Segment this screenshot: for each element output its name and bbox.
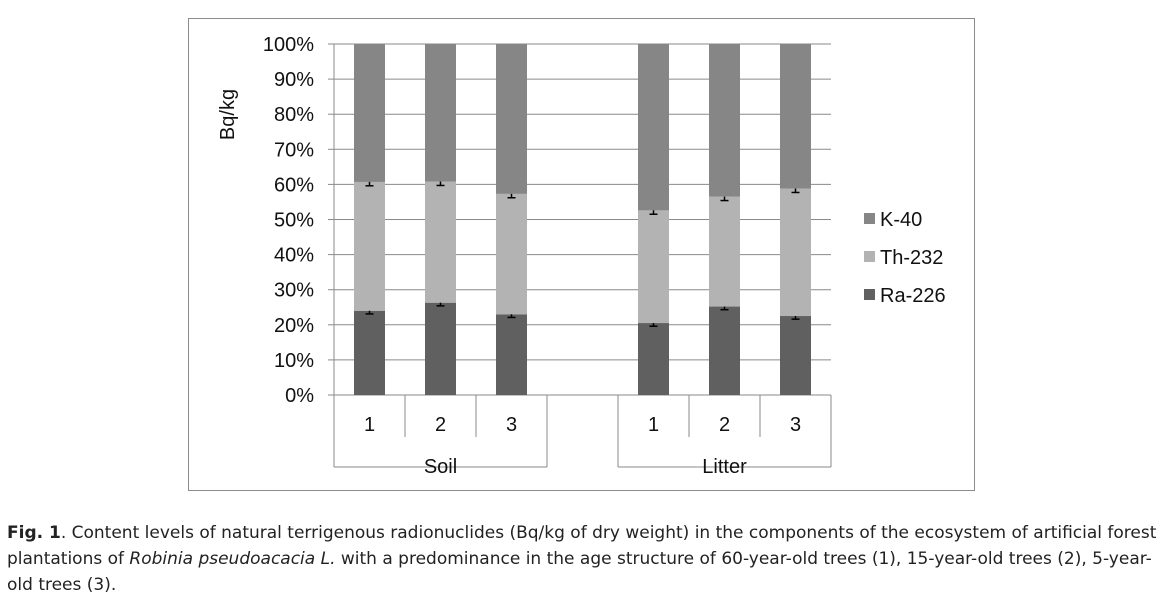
legend-swatch — [864, 213, 875, 224]
bar-k-40 — [354, 44, 385, 182]
caption-text-1: . Content levels of natural terrigenous … — [7, 523, 1157, 569]
caption-text-2: with a predominance in the age structure… — [7, 549, 1152, 595]
bar-ra-226 — [638, 323, 669, 395]
bar-th-232 — [638, 210, 669, 324]
x-category-label: 1 — [648, 414, 659, 436]
bar-th-232 — [354, 181, 385, 311]
bar-ra-226 — [780, 316, 811, 395]
x-category-label: 3 — [506, 414, 517, 436]
y-tick-label: 0% — [285, 385, 314, 407]
figure-label: Fig. 1 — [7, 523, 61, 543]
x-category-label: 1 — [364, 414, 375, 436]
caption-species-name: Robinia pseudoacacia L. — [129, 549, 336, 569]
bar-k-40 — [638, 44, 669, 211]
y-tick-label: 100% — [263, 34, 314, 56]
figure-caption: Fig. 1. Content levels of natural terrig… — [7, 520, 1162, 598]
legend-swatch — [864, 251, 875, 262]
bar-th-232 — [709, 196, 740, 307]
x-category-label: 3 — [790, 414, 801, 436]
bar-k-40 — [496, 44, 527, 194]
legend-swatch — [864, 289, 875, 300]
bar-th-232 — [780, 188, 811, 317]
bar-k-40 — [425, 44, 456, 182]
y-axis-title: Bq/kg — [217, 89, 239, 140]
y-tick-label: 10% — [274, 350, 314, 372]
y-tick-label: 50% — [274, 210, 314, 232]
x-group-label: Soil — [424, 456, 457, 478]
bar-ra-226 — [354, 310, 385, 395]
x-category-label: 2 — [435, 414, 446, 436]
legend-label: Ra-226 — [880, 285, 946, 307]
bar-ra-226 — [425, 302, 456, 395]
bar-ra-226 — [709, 306, 740, 395]
y-tick-label: 80% — [274, 104, 314, 126]
y-tick-label: 30% — [274, 280, 314, 302]
legend-label: Th-232 — [880, 247, 943, 269]
bar-ra-226 — [496, 314, 527, 395]
legend-label: K-40 — [880, 209, 922, 231]
y-tick-label: 70% — [274, 139, 314, 161]
y-tick-label: 40% — [274, 245, 314, 267]
y-tick-label: 20% — [274, 315, 314, 337]
bar-th-232 — [425, 181, 456, 303]
x-group-label: Litter — [702, 456, 747, 478]
chart-frame: 0% 10% 20% 30% 40% 50% 60% 70% 80% 90% 100% Bq/kg 1 2… — [188, 18, 975, 491]
x-category-label: 2 — [719, 414, 730, 436]
bar-k-40 — [709, 44, 740, 197]
bar-k-40 — [780, 44, 811, 189]
bar-th-232 — [496, 193, 527, 315]
y-tick-label: 60% — [274, 174, 314, 196]
stacked-bar-chart: 0% 10% 20% 30% 40% 50% 60% 70% 80% 90% 100% Bq/kg 1 2… — [217, 34, 946, 478]
y-tick-label: 90% — [274, 69, 314, 91]
